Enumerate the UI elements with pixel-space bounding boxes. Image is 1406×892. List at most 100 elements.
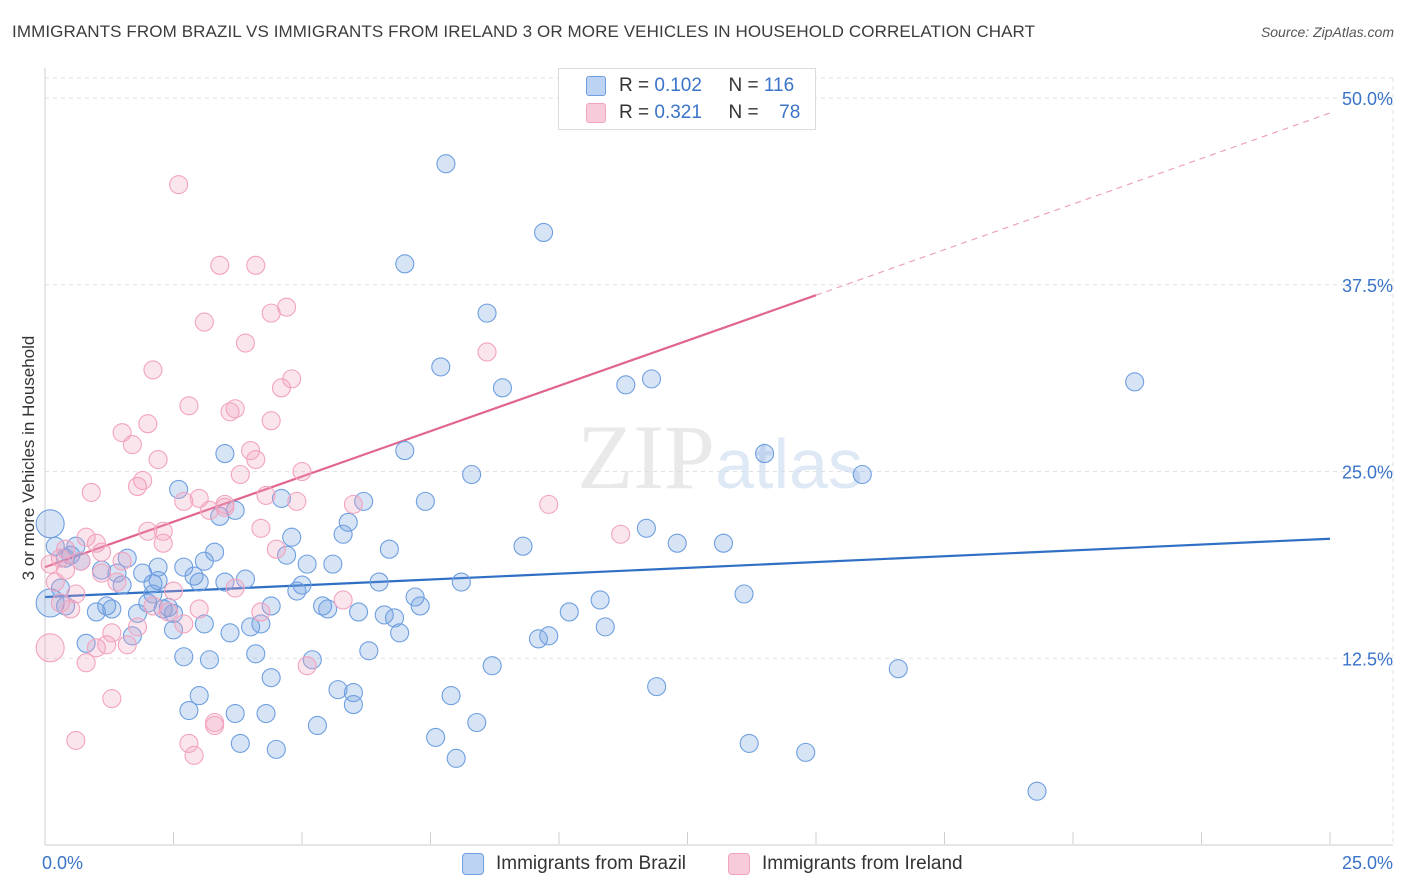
axes bbox=[44, 68, 1393, 846]
series-immigrants-from-ireland bbox=[35, 175, 631, 765]
point-immigrants-from-ireland-63 bbox=[297, 656, 317, 676]
ireland-legend-icon bbox=[728, 853, 750, 875]
point-immigrants-from-brazil-42 bbox=[215, 572, 235, 592]
point-immigrants-from-brazil-107 bbox=[713, 533, 734, 553]
point-immigrants-from-brazil-54 bbox=[266, 739, 286, 759]
point-immigrants-from-brazil-15 bbox=[112, 575, 132, 595]
point-immigrants-from-brazil-90 bbox=[462, 464, 482, 485]
point-immigrants-from-ireland-59 bbox=[277, 297, 297, 317]
watermark-atlas: atlas bbox=[715, 425, 863, 503]
point-immigrants-from-ireland-3 bbox=[50, 593, 70, 613]
point-immigrants-from-brazil-65 bbox=[323, 554, 343, 574]
point-immigrants-from-ireland-70 bbox=[91, 563, 112, 583]
point-immigrants-from-brazil-111 bbox=[796, 742, 816, 762]
point-immigrants-from-ireland-17 bbox=[107, 572, 127, 592]
point-immigrants-from-brazil-12 bbox=[97, 596, 117, 616]
point-immigrants-from-brazil-43 bbox=[220, 623, 240, 643]
legend-item-brazil: Immigrants from Brazil bbox=[462, 851, 686, 877]
point-immigrants-from-brazil-89 bbox=[451, 572, 471, 592]
legend-item-ireland: Immigrants from Ireland bbox=[728, 851, 963, 877]
point-immigrants-from-brazil-24 bbox=[148, 557, 168, 577]
point-immigrants-from-brazil-115 bbox=[1125, 372, 1145, 392]
y-tick-label-1: 25.0% bbox=[1342, 463, 1393, 483]
point-immigrants-from-brazil-63 bbox=[313, 596, 333, 616]
point-immigrants-from-brazil-56 bbox=[277, 545, 297, 565]
point-immigrants-from-brazil-109 bbox=[739, 733, 759, 753]
point-immigrants-from-brazil-64 bbox=[318, 599, 338, 619]
point-immigrants-from-ireland-71 bbox=[174, 614, 194, 634]
point-immigrants-from-brazil-88 bbox=[446, 748, 466, 768]
point-immigrants-from-ireland-32 bbox=[169, 175, 189, 195]
point-immigrants-from-ireland-50 bbox=[241, 441, 261, 461]
correlation-legend: R = 0.102 N = 116 R = 0.321 N = 78 bbox=[558, 68, 816, 130]
point-immigrants-from-brazil-85 bbox=[431, 357, 451, 377]
x-tick-label-min: 0.0% bbox=[42, 853, 83, 873]
point-immigrants-from-ireland-27 bbox=[148, 449, 168, 470]
brazil-legend-icon bbox=[462, 853, 484, 875]
n-value: 116 bbox=[763, 75, 795, 96]
point-immigrants-from-brazil-30 bbox=[174, 647, 194, 667]
point-immigrants-from-brazil-92 bbox=[477, 303, 497, 323]
point-immigrants-from-ireland-36 bbox=[184, 745, 204, 765]
point-immigrants-from-brazil-100 bbox=[590, 590, 610, 610]
point-immigrants-from-ireland-51 bbox=[246, 449, 266, 470]
point-immigrants-from-brazil-104 bbox=[641, 369, 662, 389]
point-immigrants-from-brazil-83 bbox=[415, 491, 435, 511]
point-immigrants-from-ireland-75 bbox=[56, 539, 76, 559]
point-immigrants-from-ireland-65 bbox=[343, 494, 363, 514]
point-immigrants-from-brazil-102 bbox=[616, 375, 636, 395]
point-immigrants-from-brazil-97 bbox=[534, 222, 554, 243]
point-immigrants-from-brazil-73 bbox=[359, 641, 379, 661]
point-immigrants-from-brazil-0 bbox=[35, 509, 65, 539]
point-immigrants-from-brazil-79 bbox=[395, 441, 415, 461]
point-immigrants-from-brazil-53 bbox=[261, 596, 281, 616]
point-immigrants-from-brazil-112 bbox=[852, 464, 872, 485]
r-value: 0.102 bbox=[654, 75, 702, 96]
point-immigrants-from-brazil-114 bbox=[1027, 781, 1047, 801]
point-immigrants-from-brazil-55 bbox=[271, 488, 291, 508]
point-immigrants-from-ireland-23 bbox=[133, 470, 153, 491]
point-immigrants-from-brazil-98 bbox=[539, 626, 559, 646]
point-immigrants-from-brazil-94 bbox=[492, 378, 513, 398]
point-immigrants-from-brazil-59 bbox=[292, 575, 312, 595]
point-immigrants-from-ireland-25 bbox=[138, 414, 158, 434]
point-immigrants-from-brazil-34 bbox=[189, 572, 209, 592]
trend-line-immigrants-from-ireland bbox=[44, 294, 817, 569]
point-immigrants-from-brazil-86 bbox=[436, 154, 456, 174]
tick-labels: 12.5% 25.0% 37.5% 50.0% 0.0% 25.0% bbox=[42, 89, 1393, 873]
point-immigrants-from-brazil-70 bbox=[343, 683, 363, 703]
point-immigrants-from-ireland-62 bbox=[292, 461, 312, 482]
point-immigrants-from-brazil-9 bbox=[76, 633, 96, 653]
point-immigrants-from-brazil-110 bbox=[755, 444, 775, 464]
point-immigrants-from-ireland-45 bbox=[220, 402, 240, 422]
point-immigrants-from-ireland-67 bbox=[539, 494, 559, 514]
point-immigrants-from-ireland-1 bbox=[35, 633, 65, 663]
point-immigrants-from-ireland-38 bbox=[189, 599, 209, 619]
point-immigrants-from-brazil-36 bbox=[194, 614, 214, 634]
point-immigrants-from-ireland-35 bbox=[179, 396, 199, 416]
point-immigrants-from-ireland-20 bbox=[117, 635, 137, 655]
point-immigrants-from-ireland-66 bbox=[477, 342, 497, 362]
r-label: R = bbox=[619, 75, 650, 96]
point-immigrants-from-ireland-22 bbox=[127, 476, 148, 496]
point-immigrants-from-ireland-53 bbox=[251, 518, 271, 538]
point-immigrants-from-ireland-42 bbox=[210, 255, 230, 275]
point-immigrants-from-brazil-82 bbox=[410, 596, 430, 616]
series-immigrants-from-brazil bbox=[35, 154, 1145, 801]
trend-line-immigrants-from-brazil bbox=[44, 537, 1331, 599]
ireland-swatch-icon bbox=[586, 103, 606, 123]
point-immigrants-from-brazil-87 bbox=[441, 686, 461, 706]
point-immigrants-from-brazil-46 bbox=[230, 733, 250, 753]
point-immigrants-from-brazil-49 bbox=[246, 644, 266, 664]
point-immigrants-from-ireland-15 bbox=[102, 689, 122, 709]
point-immigrants-from-brazil-29 bbox=[169, 479, 189, 499]
r-label: R = bbox=[619, 102, 650, 123]
point-immigrants-from-ireland-61 bbox=[287, 491, 307, 511]
point-immigrants-from-ireland-72 bbox=[205, 715, 225, 736]
point-immigrants-from-ireland-47 bbox=[225, 578, 245, 598]
y-tick-label-3: 50.0% bbox=[1342, 89, 1393, 109]
point-immigrants-from-ireland-74 bbox=[127, 617, 148, 637]
point-immigrants-from-brazil-66 bbox=[328, 680, 348, 700]
point-immigrants-from-brazil-51 bbox=[256, 703, 276, 724]
point-immigrants-from-ireland-54 bbox=[256, 485, 276, 505]
